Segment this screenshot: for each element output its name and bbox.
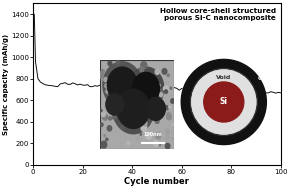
- Text: Hollow core-shell structured
porous Si-C nanocomposite: Hollow core-shell structured porous Si-C…: [160, 8, 276, 21]
- X-axis label: Cycle number: Cycle number: [125, 177, 189, 186]
- Y-axis label: Specific capacity (mAh/g): Specific capacity (mAh/g): [3, 34, 10, 135]
